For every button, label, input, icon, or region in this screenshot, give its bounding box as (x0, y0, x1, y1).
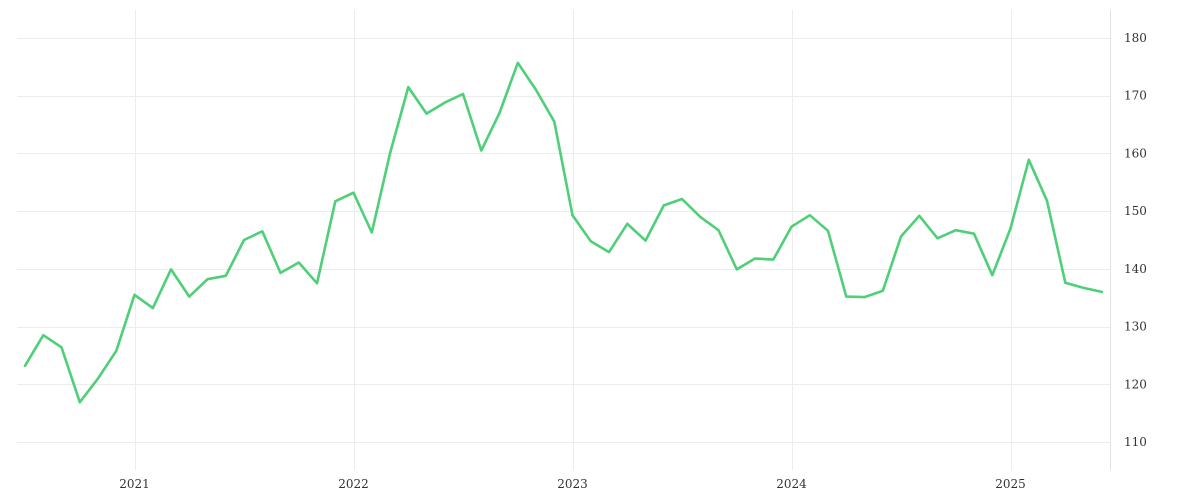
tick-label-layer: 110 120 130 140 150 160 170 180 2021 2022 2023 2024… (119, 31, 1147, 491)
y-tick-label: 170 (1124, 89, 1147, 103)
x-tick-label: 2021 (119, 477, 150, 491)
x-tick-label: 2023 (557, 477, 588, 491)
y-tick-label: 150 (1124, 204, 1147, 218)
series-layer (23, 61, 1104, 404)
y-tick-label: 130 (1124, 320, 1147, 334)
x-tick-label: 2024 (776, 477, 807, 491)
grid-layer (17, 10, 1110, 470)
y-tick-label: 180 (1124, 31, 1147, 45)
series-line (23, 61, 1104, 404)
y-tick-label: 160 (1124, 146, 1147, 160)
y-tick-label: 120 (1124, 377, 1147, 391)
y-tick-label: 110 (1124, 435, 1147, 449)
x-tick-label: 2022 (338, 477, 369, 491)
y-tick-label: 140 (1124, 262, 1147, 276)
x-tick-label: 2025 (995, 477, 1026, 491)
